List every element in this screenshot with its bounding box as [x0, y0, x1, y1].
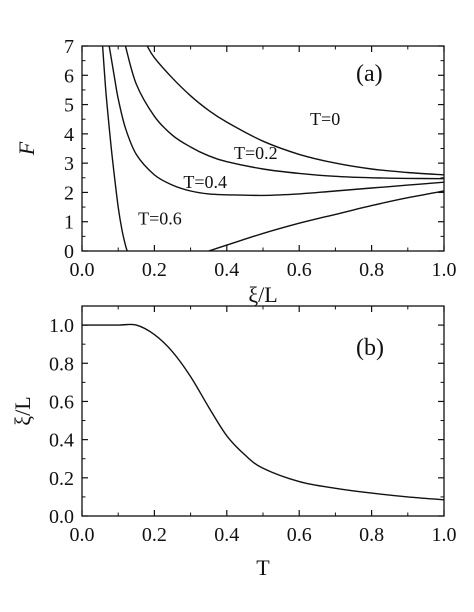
- x-axis-label: ξ/L: [248, 282, 277, 307]
- x-tick-label: 0.6: [287, 524, 312, 546]
- series-group: [82, 323, 444, 501]
- y-axis-label: ξ/L: [10, 396, 35, 425]
- x-tick-label: 0.8: [359, 259, 384, 281]
- y-tick-label: 0.2: [49, 468, 74, 490]
- curve-annotation: T=0.2: [234, 143, 278, 163]
- x-tick-label: 0.6: [287, 259, 312, 281]
- x-tick-label: 0.8: [359, 524, 384, 546]
- y-tick-label: 0.4: [49, 430, 74, 452]
- series-line-0: [82, 323, 444, 501]
- x-tick-label: 1.0: [432, 259, 457, 281]
- y-tick-label: 1: [64, 212, 74, 234]
- x-axis-label: T: [256, 555, 270, 580]
- y-axis-label: F: [14, 141, 39, 156]
- y-tick-label: 0.8: [49, 353, 74, 375]
- x-tick-label: 0.4: [214, 259, 239, 281]
- series-line-2: [108, 46, 444, 197]
- chart-panel-0: 0.0 0.2 0.4 0.6 0.8 1.0 0 1 2 3 4 5 6 7 T=0 T=0.2 T=0.4T…: [14, 36, 457, 307]
- series-line-1: [124, 46, 444, 180]
- y-tick-label: 3: [64, 153, 74, 175]
- series-line-0: [146, 46, 444, 176]
- chart-panel-1: 0.0 0.2 0.4 0.6 0.8 1.0 0.0 0.2 0.4 0.6 0.8 1.0 (b) T…: [10, 305, 457, 580]
- x-tick-label: 0.0: [70, 524, 95, 546]
- y-tick-label: 4: [64, 124, 74, 146]
- x-tick-label: 0.4: [214, 524, 239, 546]
- series-line-3: [101, 46, 128, 251]
- x-tick-label: 0.2: [142, 524, 167, 546]
- curve-annotation: T=0.4: [183, 172, 227, 192]
- x-tick-label: 0.0: [70, 259, 95, 281]
- y-tick-label: 6: [64, 65, 74, 87]
- series-line-4: [208, 190, 444, 251]
- series-group: [101, 46, 444, 251]
- y-tick-label: 7: [64, 36, 74, 58]
- x-tick-label: 1.0: [432, 524, 457, 546]
- y-tick-label: 1.0: [49, 315, 74, 337]
- plot-frame: [81, 305, 445, 517]
- panel-label: (a): [356, 61, 383, 87]
- y-tick-label: 0.0: [49, 506, 74, 528]
- x-tick-label: 0.2: [142, 259, 167, 281]
- y-tick-label: 0.6: [49, 391, 74, 413]
- y-tick-label: 2: [64, 182, 74, 204]
- y-tick-label: 0: [64, 241, 74, 263]
- y-tick-label: 5: [64, 95, 74, 117]
- curve-annotation: T=0: [310, 109, 340, 129]
- curve-annotation: T=0.6: [138, 209, 182, 229]
- panel-label: (b): [356, 335, 384, 361]
